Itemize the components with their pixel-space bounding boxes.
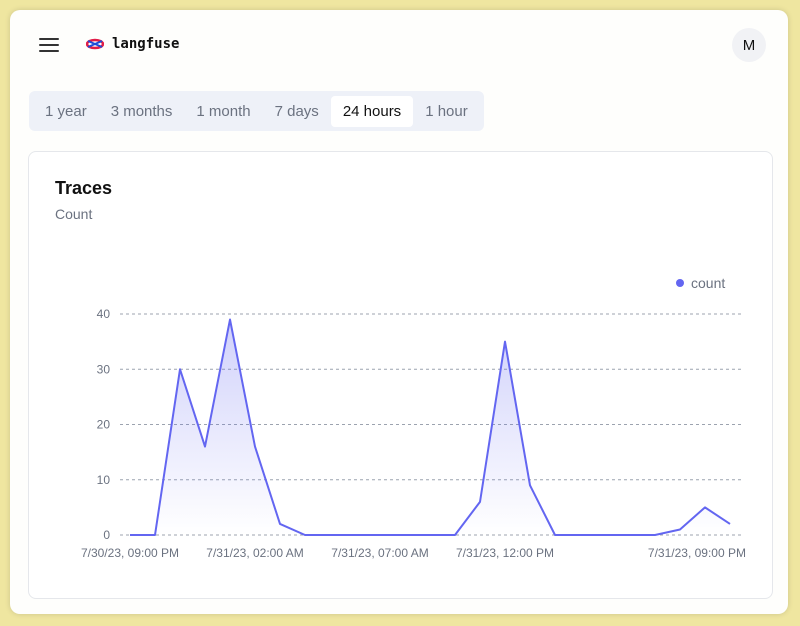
card-title: Traces [55,178,113,198]
time-range-tabs: 1 year 3 months 1 month 7 days 24 hours 1 hou… [29,91,484,131]
tab-7-days[interactable]: 7 days [274,102,319,120]
y-tick-label: 10 [97,473,111,487]
tab-1-month[interactable]: 1 month [196,102,251,120]
count-line [130,318,731,536]
app-window: langfuse M 1 year 3 months 1 month 7 days 24… [10,10,788,614]
y-tick-label: 0 [103,528,110,542]
tab-3-months[interactable]: 3 months [110,102,173,120]
y-tick-label: 30 [97,362,111,376]
x-tick-label: 7/30/23, 09:00 PM [81,546,179,560]
tab-1-hour[interactable]: 1 hour [425,102,468,120]
avatar[interactable]: M [732,28,766,62]
traces-card: Traces Count 0 10 20 30 40 7/30/23, 09:00 PM 7… [28,151,773,599]
header: langfuse M [10,10,788,80]
tab-1-year[interactable]: 1 year [45,102,87,120]
tab-24-hours[interactable]: 24 hours [330,95,414,127]
count-area [130,319,730,535]
y-tick-label: 20 [97,418,111,432]
x-tick-label: 7/31/23, 09:00 PM [648,546,746,560]
menu-icon[interactable] [39,38,59,52]
x-tick-label: 7/31/23, 12:00 PM [456,546,554,560]
y-tick-label: 40 [97,307,111,321]
legend-label: count [691,275,725,291]
traces-chart: 0 10 20 30 40 7/30/23, 09:00 PM 7/31/23, 02:00… [81,275,746,560]
logo[interactable]: langfuse [86,36,179,52]
x-tick-label: 7/31/23, 07:00 AM [331,546,428,560]
legend-dot [676,279,684,287]
card-subtitle: Count [55,206,93,222]
logo-text: langfuse [112,36,180,52]
langfuse-logo-icon [86,38,104,50]
x-tick-label: 7/31/23, 02:00 AM [206,546,303,560]
